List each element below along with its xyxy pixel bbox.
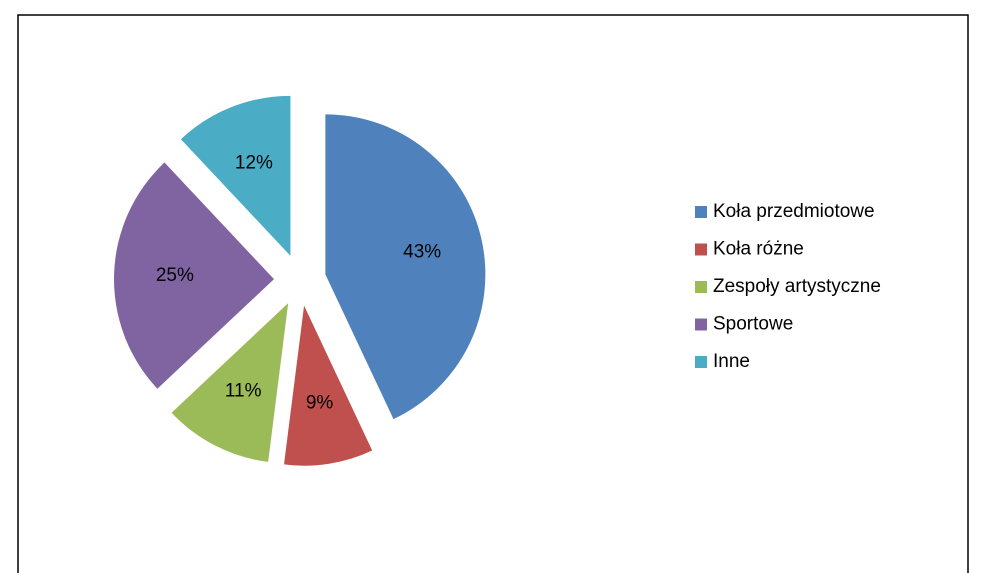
chart-frame <box>17 14 969 573</box>
pie-slice <box>325 114 486 420</box>
data-label: 25% <box>156 265 194 286</box>
pie-slice <box>114 162 275 389</box>
legend-label: Koła przedmiotowe <box>713 201 875 222</box>
legend-swatch <box>695 318 707 331</box>
pie-slice <box>284 305 373 466</box>
data-label: 12% <box>235 153 273 174</box>
legend-swatch <box>695 243 707 256</box>
legend-swatch <box>695 281 707 293</box>
legend-swatch <box>695 356 707 368</box>
legend-label: Zespoły artystyczne <box>713 276 881 297</box>
pie-slice <box>171 303 289 462</box>
legend-label: Koła różne <box>713 239 804 260</box>
legend-label: Sportowe <box>713 314 793 335</box>
legend-label: Inne <box>713 351 750 372</box>
pie-slice <box>180 95 291 256</box>
legend-swatch <box>695 206 707 218</box>
data-label: 43% <box>403 242 441 263</box>
data-label: 11% <box>225 381 262 402</box>
data-label: 9% <box>306 393 334 414</box>
